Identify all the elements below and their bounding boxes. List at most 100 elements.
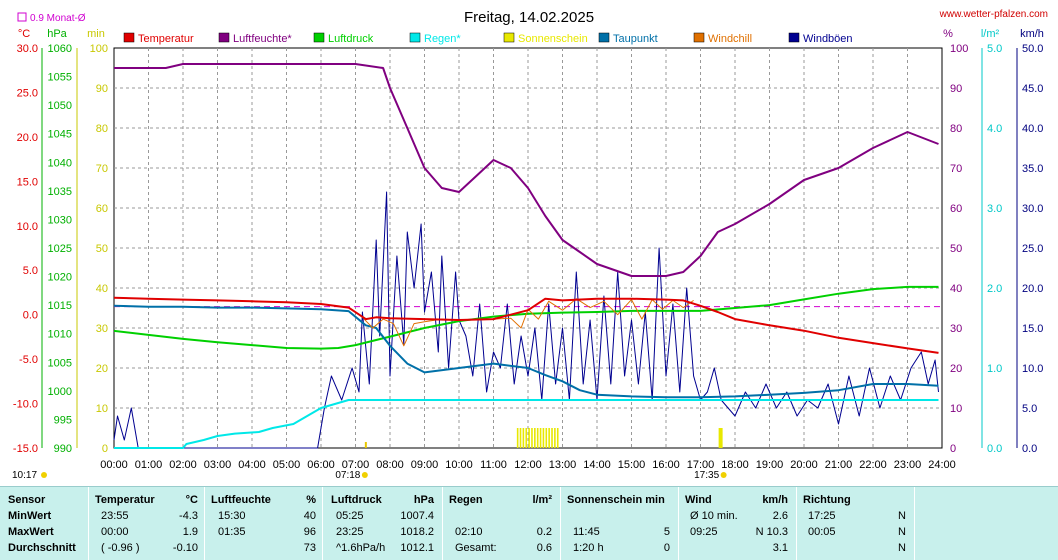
temp-value: 1.9 [182, 526, 198, 538]
minutes-tick-label: 90 [96, 83, 108, 95]
minutes-tick-label: 30 [96, 323, 108, 335]
now-time-label: 10:17 [12, 470, 37, 481]
x-tick-label: 20:00 [790, 459, 818, 471]
legend-label: Luftdruck [328, 33, 374, 45]
pressure-tick-label: 1045 [48, 129, 72, 141]
x-tick-label: 03:00 [204, 459, 232, 471]
header-wind-unit: km/h [762, 494, 788, 506]
monthly-avg-label: 0.9 Monat-Ø [30, 13, 86, 24]
chart-axes: 00:00 01:00 02:00 03:00 04:00 05:00 06:00 07:00… [13, 43, 1044, 471]
hum-value: 40 [303, 510, 316, 522]
row-label: Durchschnitt [8, 542, 76, 554]
sunset-icon [720, 472, 727, 478]
wind-tick-label: 40.0 [1022, 123, 1043, 135]
percent-tick-label: 40 [950, 283, 962, 295]
minutes-tick-label: 80 [96, 123, 108, 135]
sunrise-label: 07:18 [335, 470, 360, 481]
press-value: 1018.2 [400, 526, 434, 538]
hum-time: 01:35 [218, 526, 246, 538]
legend-label: Windchill [708, 33, 752, 45]
press-time: 05:25 [336, 510, 364, 522]
wind-tick-label: 50.0 [1022, 43, 1043, 55]
percent-tick-label: 20 [950, 363, 962, 375]
legend-label: Regen* [424, 33, 461, 45]
temp-time: 00:00 [101, 526, 129, 538]
x-tick-label: 04:00 [238, 459, 266, 471]
pressure-tick-label: 1000 [48, 386, 72, 398]
wind-tick-label: 25.0 [1022, 243, 1043, 255]
temp-tick-label: -5.0 [19, 354, 38, 366]
table-divider [914, 487, 915, 560]
wind-value: 3.1 [772, 542, 788, 554]
table-divider [560, 487, 561, 560]
percent-tick-label: 100 [950, 43, 968, 55]
percent-tick-label: 50 [950, 243, 962, 255]
rain-tick-label: 3.0 [987, 203, 1002, 215]
header-temperatur: Temperatur [95, 494, 155, 506]
wind-tick-label: 0.0 [1022, 443, 1037, 455]
pressure-tick-label: 995 [54, 414, 72, 426]
temp-tick-label: 10.0 [17, 221, 38, 233]
wind-tick-label: 5.0 [1022, 403, 1037, 415]
x-tick-label: 15:00 [618, 459, 646, 471]
dir-value: N [898, 526, 906, 538]
percent-tick-label: 0 [950, 443, 956, 455]
minutes-tick-label: 70 [96, 163, 108, 175]
header-press-unit: hPa [413, 494, 434, 506]
sun-value: 0 [663, 542, 670, 554]
percent-tick-label: 10 [950, 403, 962, 415]
temp-time: 23:55 [101, 510, 129, 522]
wind-value: 2.6 [772, 510, 788, 522]
table-divider [796, 487, 797, 560]
chart-legend: Temperatur Luftfeuchte* Luftdruck Regen* Son… [123, 32, 853, 45]
pressure-tick-label: 1055 [48, 72, 72, 84]
temp-time: ( -0.96 ) [101, 542, 140, 554]
press-value: 1007.4 [400, 510, 434, 522]
table-divider [204, 487, 205, 560]
x-tick-label: 13:00 [549, 459, 577, 471]
unit-pressure: hPa [47, 28, 67, 40]
minutes-tick-label: 50 [96, 243, 108, 255]
series-line-luftfeuchte [114, 63, 939, 277]
x-tick-label: 08:00 [376, 459, 404, 471]
x-tick-label: 10:00 [445, 459, 473, 471]
legend-swatch [409, 32, 421, 43]
pressure-tick-label: 1010 [48, 329, 72, 341]
wind-tick-label: 35.0 [1022, 163, 1043, 175]
x-tick-label: 17:00 [687, 459, 715, 471]
header-luftdruck: Luftdruck [331, 494, 382, 506]
series-line-windchill [362, 298, 694, 347]
wind-time: Ø 10 min. [690, 510, 738, 522]
chart-labels: Freitag, 14.02.2025 www.wetter-pfalzen.co… [12, 9, 1048, 481]
x-tick-label: 01:00 [135, 459, 163, 471]
pressure-tick-label: 1060 [48, 43, 72, 55]
table-divider [678, 487, 679, 560]
temp-tick-label: 25.0 [17, 87, 38, 99]
x-tick-label: 23:00 [894, 459, 922, 471]
temp-tick-label: 30.0 [17, 43, 38, 55]
x-tick-label: 24:00 [928, 459, 956, 471]
wind-tick-label: 10.0 [1022, 363, 1043, 375]
dir-time: 00:05 [808, 526, 836, 538]
rain-time: 02:10 [455, 526, 483, 538]
temp-tick-label: 15.0 [17, 176, 38, 188]
x-tick-label: 06:00 [307, 459, 335, 471]
percent-tick-label: 70 [950, 163, 962, 175]
x-tick-label: 12:00 [514, 459, 542, 471]
percent-tick-label: 30 [950, 323, 962, 335]
temp-tick-label: 0.0 [23, 310, 38, 322]
table-divider [322, 487, 323, 560]
row-label: MinWert [8, 510, 52, 522]
x-tick-label: 18:00 [721, 459, 749, 471]
series-line-regen [114, 399, 939, 449]
unit-temp: °C [18, 28, 30, 40]
unit-wind: km/h [1020, 28, 1044, 40]
legend-swatch [218, 32, 230, 43]
header-sonnenschein: Sonnenschein min [567, 494, 665, 506]
legend-swatch [693, 32, 705, 43]
press-time: ^1.6hPa/h [336, 542, 386, 554]
pressure-tick-label: 1025 [48, 243, 72, 255]
pressure-tick-label: 1050 [48, 100, 72, 112]
table-divider [88, 487, 89, 560]
legend-label: Luftfeuchte* [233, 33, 292, 45]
